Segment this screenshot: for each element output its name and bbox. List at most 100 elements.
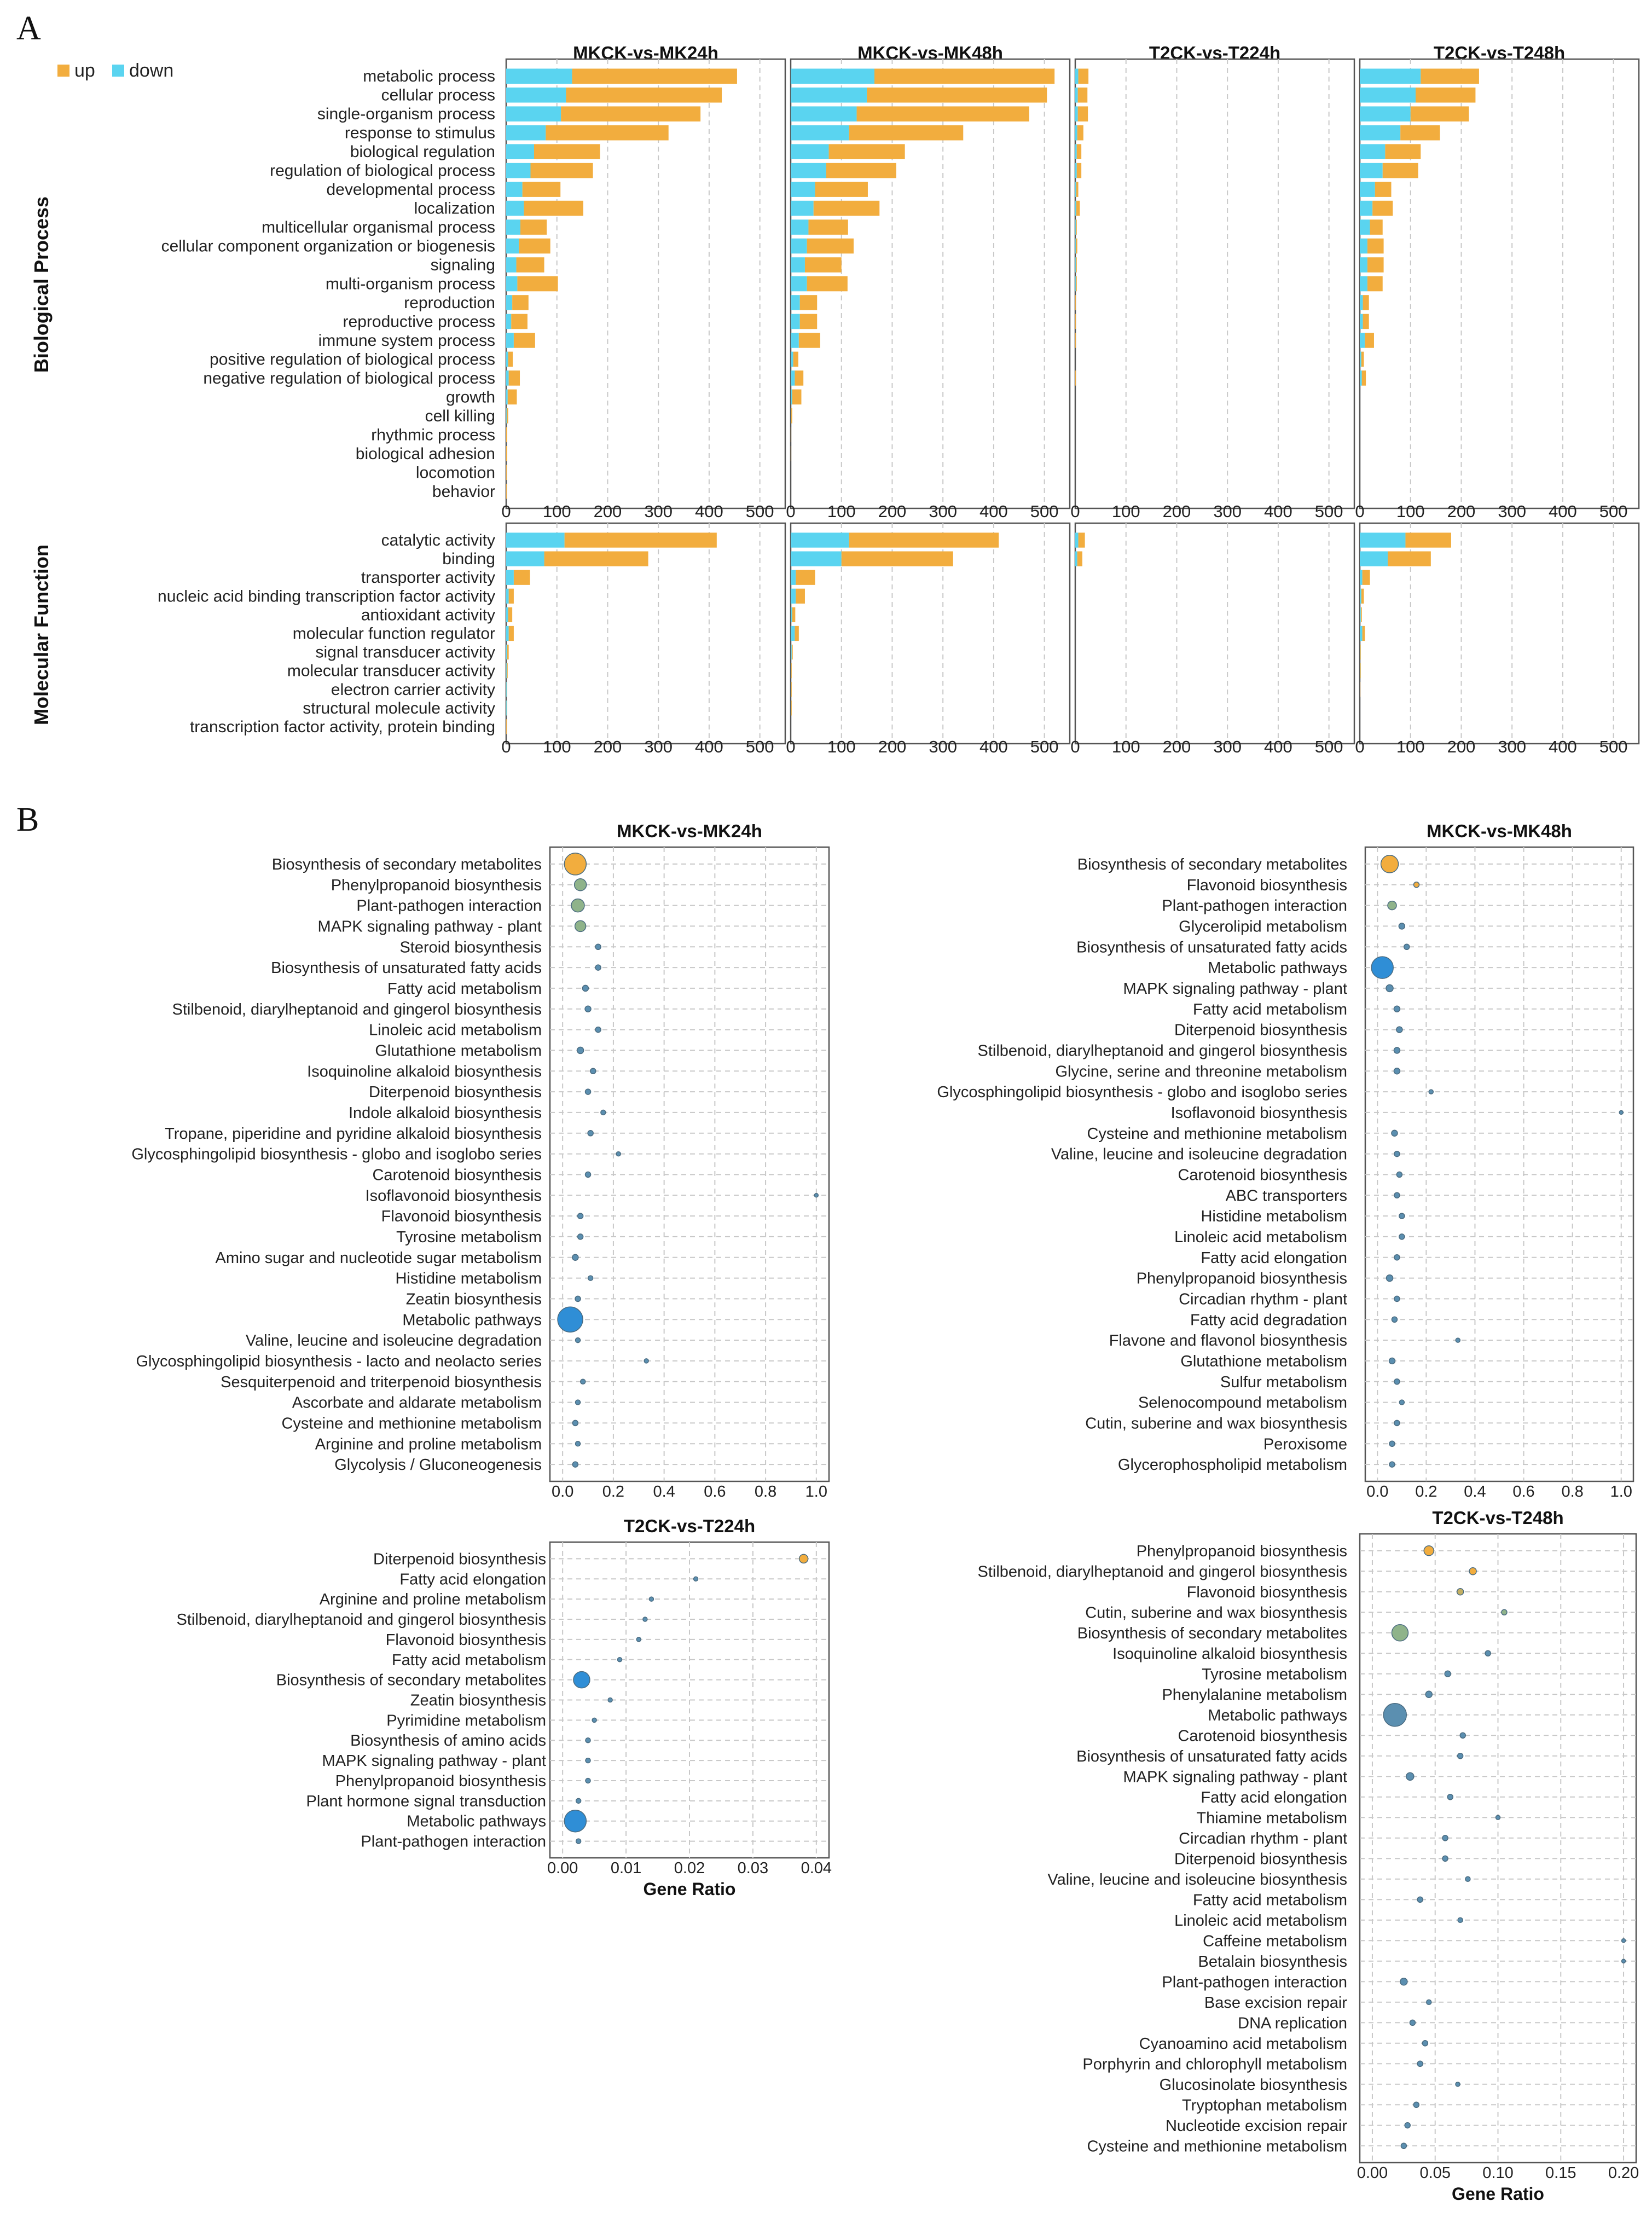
bar-up [1362,570,1370,585]
bar-up [1077,125,1083,141]
pathway-label: Tyrosine metabolism [396,1229,542,1246]
panel-b-dots: MKCK-vs-MK24h 0.0 0.2 0.4 0.6 0.8 1.0 Biosynthe… [131,821,1639,2204]
pathway-label: Stilbenoid, diarylheptanoid and gingerol… [977,1563,1347,1580]
pathway-label: Flavonoid biosynthesis [1187,1584,1347,1601]
x-tick-label: 400 [695,737,723,756]
bar-down [1075,257,1076,273]
bar-down [506,408,507,424]
pathway-dot [1442,1855,1448,1862]
bar-up [506,465,507,480]
pathway-label: Glycosphingolipid biosynthesis - globo a… [131,1146,542,1163]
pathway-dot [1396,1171,1403,1178]
pathway-dot [644,1358,649,1364]
pathway-label: Peroxisome [1263,1435,1347,1453]
bar-down [791,144,829,159]
bar-up [792,607,796,623]
pathway-label: Histidine metabolism [1201,1208,1347,1225]
pathway-dot [648,1596,654,1602]
bar-up [572,68,737,84]
x-tick-label: 100 [1112,502,1140,521]
x-tick-label: 0.05 [1420,2164,1451,2182]
pathway-label: Valine, leucine and isoleucine degradati… [246,1332,542,1349]
pathway-label: Fatty acid elongation [399,1571,546,1588]
x-tick-label: 0.6 [1512,1483,1534,1501]
category-label: signaling [431,256,495,274]
category-label: metabolic process [363,67,495,85]
pathway-label: Isoflavonoid biosynthesis [366,1187,542,1204]
strip-biological-process: Biological Process [30,196,53,373]
bar-up [807,238,854,254]
pathway-dot [1383,1703,1407,1727]
pathway-dot [600,1109,606,1116]
pathway-dot [571,898,585,913]
x-tick-label: 0.4 [1464,1483,1486,1501]
bar-up [791,682,792,697]
bar-up [1385,144,1421,159]
bar-down [791,238,807,254]
bar-up [517,276,558,292]
category-label: cellular component organization or bioge… [161,237,495,256]
category-label: regulation of biological process [270,162,495,180]
bar-up [1405,532,1451,548]
pathway-dot [1457,1753,1464,1759]
pathway-label: Cysteine and methionine metabolism [1087,2137,1347,2155]
bar-up [1075,333,1076,348]
pathway-label: Fatty acid metabolism [1193,1891,1347,1909]
pathway-dot [636,1637,642,1642]
pathway-dot [1391,1316,1398,1323]
pathway-label: Plant-pathogen interaction [361,1833,546,1851]
pathway-label: Isoflavonoid biosynthesis [1171,1104,1347,1122]
pathway-dot [577,1213,584,1219]
x-tick-label: 200 [1163,502,1191,521]
bar-down [1360,238,1367,254]
pathway-label: Plant-pathogen interaction [356,897,542,915]
bar-down [791,570,796,585]
bar-down [506,276,518,292]
bar-up [791,663,792,679]
pathway-label: Diterpenoid biosynthesis [1174,1022,1347,1039]
facet-title: T2CK-vs-T224h [1149,43,1280,63]
pathway-label: Phenylpropanoid biosynthesis [1137,1543,1347,1560]
facet-frame [1074,58,1355,509]
pathway-label: MAPK signaling pathway - plant [1123,980,1347,998]
pathway-dot [587,1130,594,1137]
pathway-dot [1422,2040,1429,2047]
bar-up [506,663,508,679]
pathway-dot [587,1275,594,1281]
pathway-dot [1457,1917,1463,1923]
bar-up [828,144,905,159]
x-tick-label: 1.0 [1610,1483,1632,1501]
bar-up [1075,295,1076,310]
bar-down [1360,219,1370,235]
facet-title: T2CK-vs-T248h [1434,43,1565,63]
bar-up [1365,333,1374,348]
bar-down [1075,163,1077,178]
bar-up [564,532,717,548]
dotplot-title: T2CK-vs-T248h [1432,1508,1563,1528]
pathway-dot [564,853,587,876]
bar-up [507,644,509,660]
pathway-dot [1413,882,1420,888]
bar-down [506,238,519,254]
bar-down [791,68,874,84]
bar-down [506,314,512,329]
bar-up [1375,182,1392,197]
x-tick-label: 500 [1315,737,1343,756]
pathway-label: Metabolic pathways [1208,959,1347,977]
bar-down [1075,182,1076,197]
pathway-dot [564,1809,587,1833]
bar-up [1078,532,1085,548]
bar-up [815,182,868,197]
bar-down [506,644,507,660]
bar-down [791,125,849,141]
bar-up [1360,607,1362,623]
pathway-label: Linoleic acid metabolism [369,1022,542,1039]
bar-up [1075,257,1077,273]
bar-up [1075,370,1076,386]
pathway-dot [1495,1815,1501,1820]
pathway-label: Glutathione metabolism [1180,1353,1347,1370]
bar-up [522,182,561,197]
x-tick-label: 500 [1599,502,1628,521]
pathway-dot [1619,1110,1624,1115]
x-tick-label: 200 [594,737,622,756]
